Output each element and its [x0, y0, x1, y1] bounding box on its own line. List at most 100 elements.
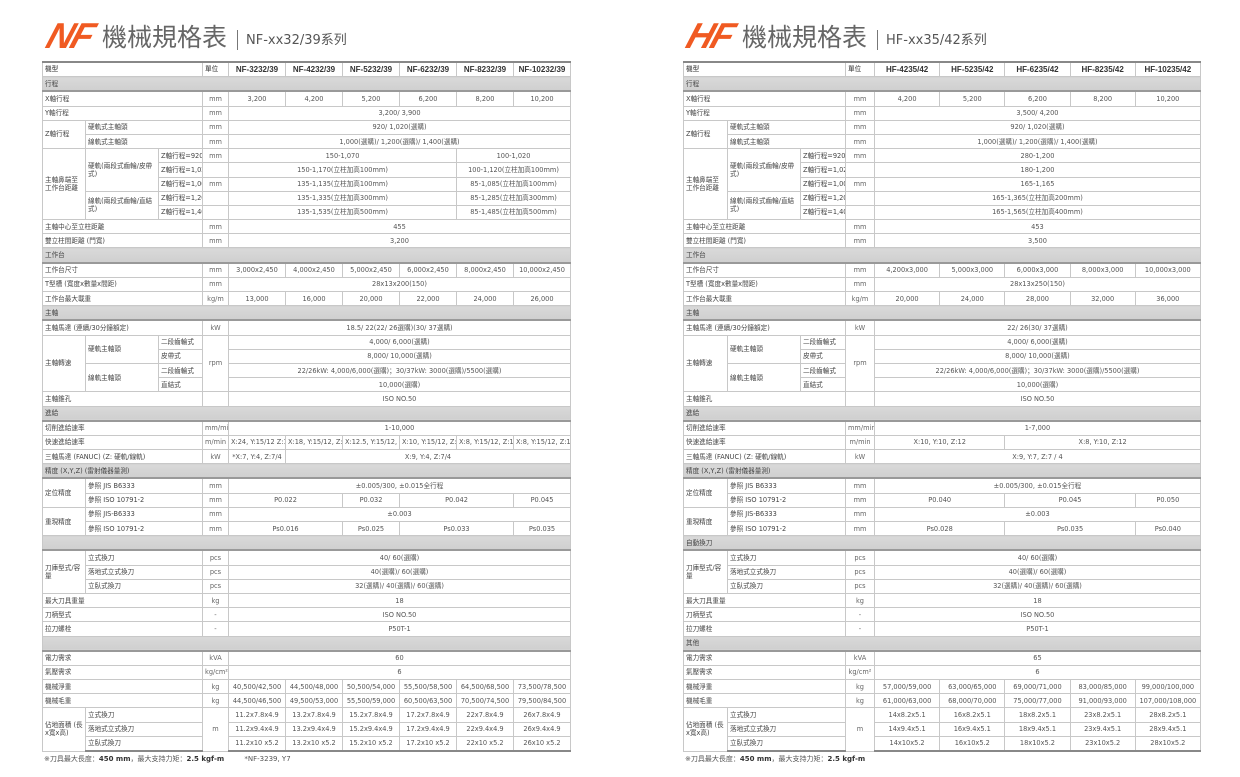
spec-row: Z軸行程=1,000mm135-1,135(立柱加高100mm)85-1,085…: [43, 176, 571, 192]
value-cell: 4,000/ 6,000(選購): [874, 334, 1201, 350]
value-cell: 8,000x2,450: [456, 262, 514, 278]
value-cell: 17.2x7.8x4.9: [399, 707, 457, 723]
spec-label: 拉刀螺栓: [42, 621, 203, 637]
spec-unit: pcs: [845, 564, 875, 580]
value-cell: 280-1,200: [874, 148, 1201, 164]
value-cell: 85-1,085(立柱加高100mm): [456, 176, 571, 192]
spec-unit: mm: [202, 176, 229, 192]
spec-unit: [202, 162, 229, 178]
section-header: 進給: [42, 405, 571, 422]
spec-label: 皮帶式: [800, 348, 846, 364]
value-cell: 107,000/108,000: [1134, 693, 1201, 709]
value-cell: 6,200: [399, 90, 457, 107]
spec-label: 參照 JIS-B6333: [85, 506, 203, 523]
spec-row: 機械毛重 kg 61,000/63,000 68,000/70,000 75,000/7…: [683, 693, 1201, 709]
value-cell: 1,000(選購)/ 1,200(選購)/ 1,400(選購): [874, 133, 1201, 150]
spec-row: 氣壓需求 kg/cm² 6: [42, 664, 571, 681]
section-row: 精度 (X,Y,Z) (雷射儀器量測): [42, 463, 571, 480]
value-cell: 44,500/48,000: [285, 679, 343, 695]
spec-row: 線軌主軸頭 二段齒輪式 22/26kW: 4,000/6,000(選購)；30/37…: [684, 362, 1201, 393]
value-cell: 3,200/ 3,900: [228, 105, 571, 121]
model-column-header: HF-10235/42: [1134, 61, 1201, 78]
spec-subgroup-label: 硬軌主軸頭: [85, 334, 159, 364]
value-cell: 18.5/ 22(22/ 26選購)(30/ 37選購): [228, 319, 571, 336]
header-model-label: 機型: [683, 61, 846, 78]
spec-unit: kW: [845, 449, 875, 465]
value-cell: X:10, Y:15/12, Z:15: [399, 434, 457, 451]
value-cell: 16x9.4x5.1: [939, 721, 1006, 737]
value-cell: X:8, Y:15/12, Z:15: [456, 434, 514, 451]
spec-unit: [845, 190, 875, 206]
spec-label: 刀柄型式: [42, 607, 203, 623]
spec-group-label: Z軸行程: [42, 119, 86, 150]
spec-unit: mm/min: [845, 420, 875, 436]
value-cell: 99,000/100,000: [1134, 679, 1201, 695]
spec-unit: mm: [845, 506, 875, 523]
spec-label: 線軌式主軸頭: [85, 133, 203, 150]
hf-title-text: 機械規格表: [742, 23, 868, 52]
spec-label: Z軸行程=1,200: [158, 190, 203, 206]
spec-unit: mm: [202, 105, 229, 121]
spec-row: 快速進給速率 m/min X:10, Y:10, Z:12 X:8, Y:10, Z:…: [683, 434, 1201, 451]
spec-group-label: Z軸行程: [683, 119, 728, 150]
value-cell: ISO NO.50: [874, 391, 1201, 407]
spec-label: 主軸馬達 (連續/30分鐘額定): [683, 319, 846, 336]
value-cell: 85-1,285(立柱加高300mm): [456, 190, 571, 206]
spec-unit: -: [202, 621, 229, 637]
section-row: 進給: [42, 405, 571, 422]
value-cell: 40/ 60(選購): [228, 549, 571, 566]
spec-label: 最大刀具重量: [42, 592, 203, 609]
value-cell: 23x10x5.2: [1069, 735, 1136, 752]
value-cell: 8,200: [1069, 90, 1136, 107]
spec-row: 主軸鼻端至工作台距離 硬軌(兩段式齒輪/皮帶式) Z軸行程=920 mm 280-1,2…: [683, 148, 1201, 221]
spec-unit: kW: [202, 319, 229, 336]
spec-label: 參照 JIS B6333: [85, 477, 203, 494]
value-cell: 453: [874, 219, 1201, 235]
value-cell: 14x9.4x5.1: [873, 721, 941, 737]
model-column-header: NF-8232/39: [456, 61, 514, 78]
value-cell: 23x9.4x5.1: [1069, 721, 1136, 737]
value-cell: 83,000/85,000: [1069, 679, 1136, 695]
value-cell: P0.045: [513, 492, 571, 508]
header-row: 機型 單位 HF-4235/42 HF-5235/42 HF-6235/42 HF-823…: [683, 61, 1201, 78]
value-cell: 8,000/ 10,000(選購): [874, 348, 1201, 364]
spec-unit: mm: [845, 520, 875, 537]
header-model-label: 機型: [42, 61, 203, 78]
value-cell: 79,500/84,500: [513, 693, 571, 709]
spec-label: 直結式: [800, 377, 846, 393]
nf-title: NF 機械規格表 NF-xx32/39系列: [42, 15, 347, 56]
spec-label: 主軸馬達 (連續/30分鐘額定): [42, 319, 203, 336]
nf-footer: ※刀具最大長度：450 mm，最大支持力矩：2.5 kgf-m *NF-3239…: [44, 754, 291, 764]
value-cell: Ps0.016: [228, 520, 343, 537]
section-row: [42, 635, 571, 652]
spec-label: 雙立柱間距離 (門寬): [42, 233, 203, 249]
spec-label: 二段齒輪式: [800, 362, 846, 379]
spec-unit: mm: [202, 506, 229, 523]
spec-row: Z軸行程=1,020 180-1,200: [684, 162, 1201, 178]
spec-unit: -: [845, 607, 875, 623]
spec-row: 線軌(兩段式齒輪/直結式)Z軸行程=1,200 135-1,335(立柱加高300…: [43, 190, 571, 221]
spec-row: Z軸行程 硬軌式主軸頭 mm 920/ 1,020(選購): [683, 119, 1201, 150]
spec-row: 落地式立式換刀 14x9.4x5.1 16x9.4x5.1 18x9.4x5.1 23x…: [684, 721, 1201, 737]
spec-label: 立式換刀: [85, 549, 203, 566]
spec-unit: kW: [202, 449, 229, 465]
spec-label: 參照 ISO 10791-2: [85, 492, 203, 508]
value-cell: 20,000: [342, 290, 400, 307]
spec-row: 線軌式主軸頭 mm 1,000(選購)/ 1,200(選購)/ 1,400(選購): [684, 133, 1201, 150]
spec-unit: mm: [202, 262, 229, 278]
spec-row: 工作台尺寸 mm 4,200x3,000 5,000x3,000 6,000x3,000…: [683, 262, 1201, 278]
model-column-header: NF-10232/39: [513, 61, 571, 78]
spec-group-label: 定位精度: [42, 477, 86, 508]
section-row: 行程: [683, 76, 1201, 93]
value-cell: P0.040: [873, 492, 1006, 508]
section-header: 自動換刀: [683, 535, 1201, 552]
value-cell: 6: [874, 664, 1201, 681]
value-cell: ±0.005/300, ±0.015全行程: [874, 477, 1201, 494]
value-cell: 8,000/ 10,000(選購): [228, 348, 571, 364]
spec-group-label: 重現精度: [42, 506, 86, 537]
value-cell: 60: [228, 650, 571, 666]
value-cell: 60,500/63,500: [399, 693, 457, 709]
value-cell: 165-1,365(立柱加高200mm): [874, 190, 1201, 206]
footer-torque: 2.5 kgf-m: [186, 755, 225, 763]
spec-row: 立臥式換刀 14x10x5.2 16x10x5.2 18x10x5.2 23x10x5.…: [684, 735, 1201, 752]
